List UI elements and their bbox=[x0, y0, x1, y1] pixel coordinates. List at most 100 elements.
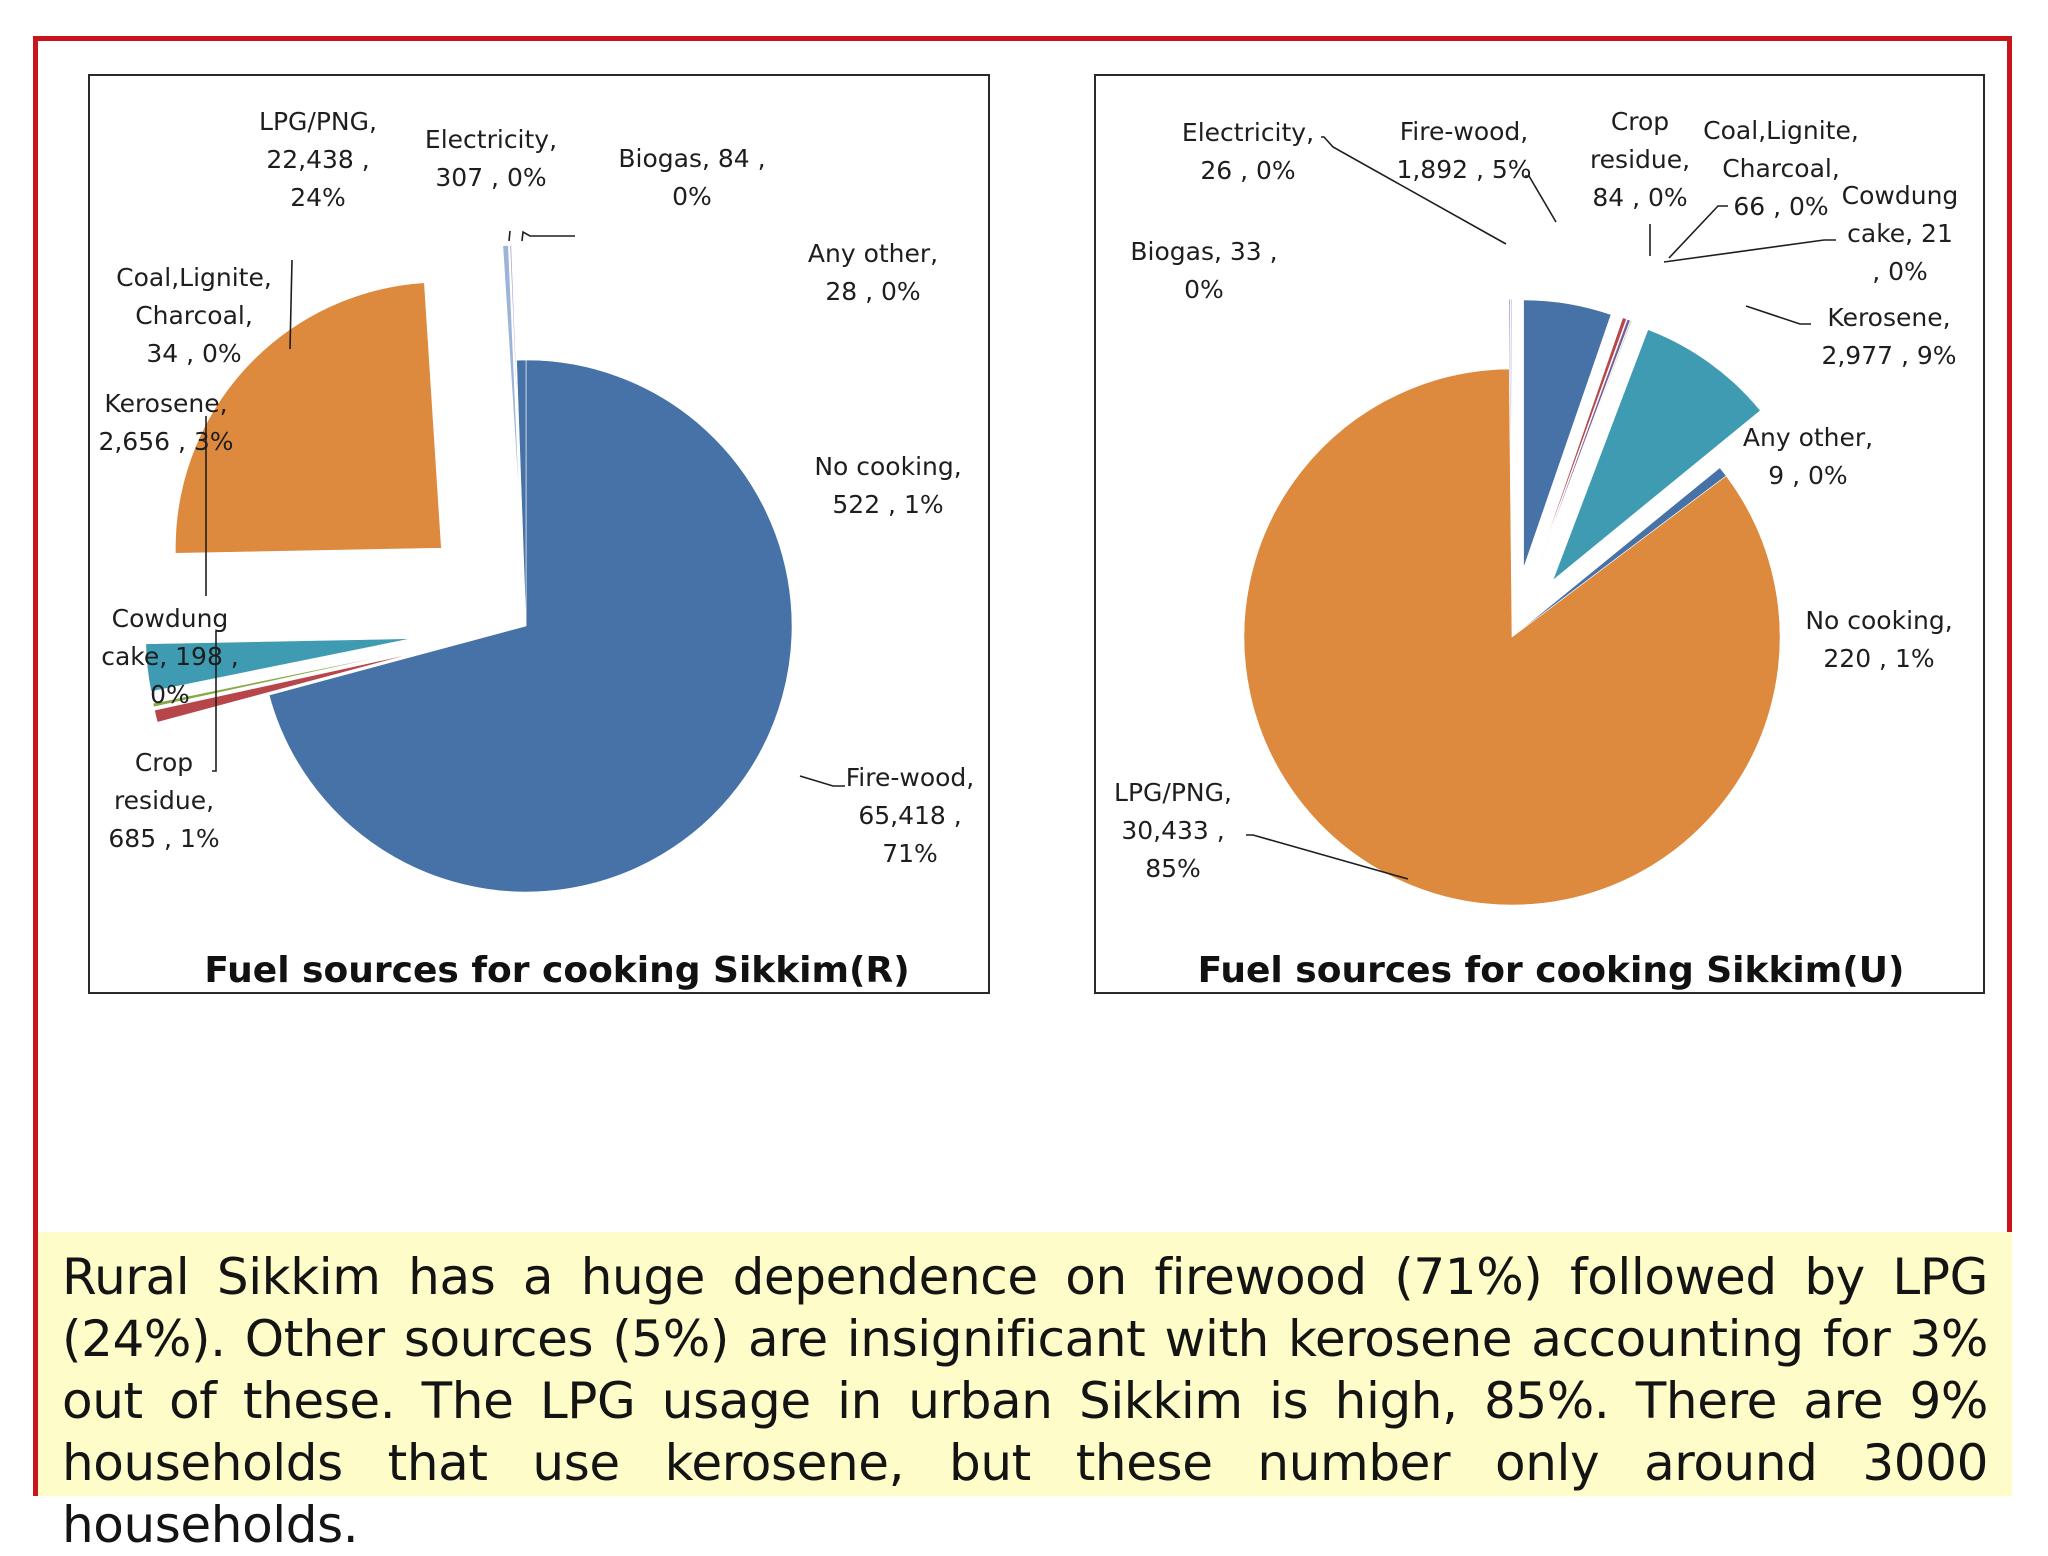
data-label-line: cake, 198 , bbox=[101, 642, 239, 671]
data-label-line: 24% bbox=[290, 183, 346, 212]
data-label-cowdung: Cowdung cake, 21 , 0% bbox=[1842, 181, 1959, 286]
data-label-line: Electricity, bbox=[1182, 118, 1314, 147]
data-label-cowdung: Cowdung cake, 198 , 0% bbox=[101, 604, 239, 709]
data-label-line: Biogas, 33 , bbox=[1130, 237, 1277, 266]
data-label-firewood: Fire-wood, 1,892 , 5% bbox=[1396, 117, 1531, 184]
data-label-line: LPG/PNG, bbox=[259, 107, 377, 136]
data-label-other: Any other, 28 , 0% bbox=[808, 239, 938, 306]
data-label-line: 22,438 , bbox=[266, 145, 369, 174]
pie-slice-biogas bbox=[509, 244, 522, 512]
chart-title: Fuel sources for cooking Sikkim(R) bbox=[204, 950, 909, 991]
data-label-line: residue, bbox=[114, 786, 214, 815]
data-label-biogas: Biogas, 84 , 0% bbox=[618, 144, 765, 211]
leader-line bbox=[1321, 136, 1507, 245]
rural-chart-panel: LPG/PNG, 22,438 , 24% Electricity, 307 , 0% B… bbox=[88, 74, 990, 994]
data-label-line: Charcoal, bbox=[135, 301, 253, 330]
data-label-line: Biogas, 84 , bbox=[618, 144, 765, 173]
data-label-kerosene: Kerosene, 2,656 , 3% bbox=[98, 389, 233, 456]
data-label-line: 2,977 , 9% bbox=[1821, 341, 1956, 370]
data-label-line: 307 , 0% bbox=[435, 163, 546, 192]
data-label-line: Crop bbox=[1611, 107, 1669, 136]
data-label-line: 71% bbox=[882, 839, 938, 868]
leader-line bbox=[521, 230, 575, 242]
leader-line bbox=[1668, 205, 1728, 259]
data-label-nocook: No cooking, 522 , 1% bbox=[814, 452, 961, 519]
data-label-line: No cooking, bbox=[1805, 606, 1952, 635]
pie-slice-no-cooking bbox=[516, 359, 527, 627]
data-label-line: 26 , 0% bbox=[1200, 156, 1295, 185]
data-label-biogas: Biogas, 33 , 0% bbox=[1130, 237, 1277, 304]
data-label-line: No cooking, bbox=[814, 452, 961, 481]
data-label-line: 0% bbox=[1184, 275, 1224, 304]
data-label-coal: Coal,Lignite, Charcoal, 34 , 0% bbox=[116, 263, 272, 368]
data-label-line: Coal,Lignite, bbox=[1703, 116, 1859, 145]
data-label-other: Any other, 9 , 0% bbox=[1743, 423, 1873, 490]
data-label-line: 85% bbox=[1145, 854, 1201, 883]
data-label-line: 2,656 , 3% bbox=[98, 427, 233, 456]
data-label-line: 28 , 0% bbox=[825, 277, 920, 306]
pie-slice-lpg-png bbox=[1243, 368, 1781, 906]
data-label-line: 522 , 1% bbox=[832, 490, 943, 519]
data-label-electricity: Electricity, 307 , 0% bbox=[425, 125, 557, 192]
leader-line bbox=[212, 631, 217, 772]
data-label-line: 9 , 0% bbox=[1768, 461, 1847, 490]
pie-slice-fire-wood bbox=[1523, 299, 1612, 569]
data-label-line: 30,433 , bbox=[1121, 816, 1224, 845]
data-label-nocook: No cooking, 220 , 1% bbox=[1805, 606, 1952, 673]
pie-slice-cowdung-cake bbox=[152, 649, 414, 708]
leader-line bbox=[508, 230, 511, 242]
leader-line bbox=[289, 259, 293, 350]
caption-box: Rural Sikkim has a huge dependence on fi… bbox=[38, 1232, 2012, 1554]
rural-pie-chart: LPG/PNG, 22,438 , 24% Electricity, 307 , 0% B… bbox=[98, 107, 975, 991]
data-label-crop: Crop residue, 84 , 0% bbox=[1590, 107, 1690, 212]
leader-line bbox=[1663, 239, 1836, 263]
data-label-line: Cowdung bbox=[112, 604, 229, 633]
data-label-line: Electricity, bbox=[425, 125, 557, 154]
data-label-line: Crop bbox=[135, 748, 193, 777]
leader-line bbox=[1525, 175, 1557, 223]
pie-slice-cowdung-cake bbox=[1536, 320, 1633, 572]
leader-line bbox=[799, 775, 845, 787]
pie-slice-electricity bbox=[502, 245, 521, 512]
data-label-line: Any other, bbox=[1743, 423, 1873, 452]
pie-slice-crop-residue bbox=[1535, 317, 1627, 572]
data-label-line: 66 , 0% bbox=[1733, 192, 1828, 221]
pie-slice-coal-lignite-charcoal bbox=[152, 648, 414, 703]
data-label-crop: Crop residue, 685 , 1% bbox=[108, 748, 219, 853]
pie-slice-lpg-png bbox=[175, 282, 442, 554]
data-label-line: Fire-wood, bbox=[846, 763, 975, 792]
urban-pie-chart: Electricity, 26 , 0% Fire-wood, 1,892 , 5% C… bbox=[1114, 107, 1959, 991]
data-label-line: 0% bbox=[672, 182, 712, 211]
data-label-line: Kerosene, bbox=[104, 389, 227, 418]
data-label-line: Cowdung bbox=[1842, 181, 1959, 210]
data-label-line: 34 , 0% bbox=[146, 339, 241, 368]
data-label-line: residue, bbox=[1590, 145, 1690, 174]
pie-slice-kerosene bbox=[145, 638, 412, 692]
data-label-lpg: LPG/PNG, 30,433 , 85% bbox=[1114, 778, 1232, 883]
data-label-line: Kerosene, bbox=[1827, 303, 1950, 332]
data-label-line: Fire-wood, bbox=[1400, 117, 1529, 146]
leader-line bbox=[1745, 305, 1811, 325]
urban-chart-panel: Electricity, 26 , 0% Fire-wood, 1,892 , 5% C… bbox=[1094, 74, 1985, 994]
pie-slice-biogas bbox=[1508, 298, 1512, 568]
caption-text: Rural Sikkim has a huge dependence on fi… bbox=[62, 1248, 1988, 1554]
pie-slice-fire-wood bbox=[268, 359, 793, 893]
data-label-line: 685 , 1% bbox=[108, 824, 219, 853]
data-label-line: 84 , 0% bbox=[1592, 183, 1687, 212]
pie-slice-kerosene bbox=[1552, 329, 1761, 582]
data-label-line: Any other, bbox=[808, 239, 938, 268]
pie-slice-crop-residue bbox=[154, 652, 415, 723]
data-label-electricity: Electricity, 26 , 0% bbox=[1182, 118, 1314, 185]
leader-line bbox=[1246, 834, 1409, 880]
data-label-line: , 0% bbox=[1872, 257, 1928, 286]
data-label-line: 0% bbox=[150, 680, 190, 709]
chart-title: Fuel sources for cooking Sikkim(U) bbox=[1198, 950, 1905, 991]
data-label-line: Charcoal, bbox=[1722, 154, 1840, 183]
pie-slice-coal-lignite-charcoal bbox=[1535, 318, 1631, 572]
data-label-line: cake, 21 bbox=[1847, 219, 1953, 248]
data-label-kerosene: Kerosene, 2,977 , 9% bbox=[1821, 303, 1956, 370]
pie-slice-electricity bbox=[1510, 298, 1513, 568]
data-label-firewood: Fire-wood, 65,418 , 71% bbox=[846, 763, 975, 868]
data-label-line: 220 , 1% bbox=[1823, 644, 1934, 673]
data-label-coal: Coal,Lignite, Charcoal, 66 , 0% bbox=[1703, 116, 1859, 221]
